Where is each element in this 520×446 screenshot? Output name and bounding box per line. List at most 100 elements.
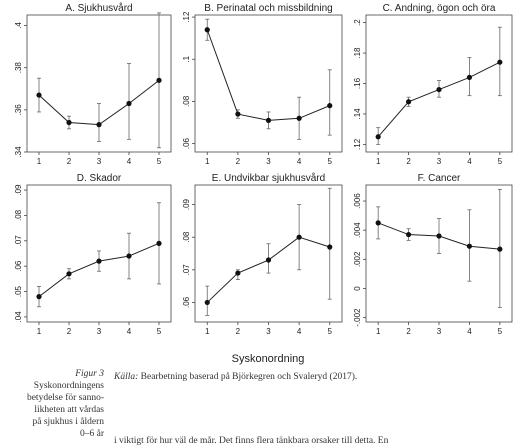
y-tick-label: .08 bbox=[182, 231, 191, 243]
data-point bbox=[296, 234, 302, 240]
y-tick-label: .08 bbox=[182, 95, 191, 107]
data-point bbox=[375, 134, 381, 140]
y-tick-label: 0 bbox=[353, 286, 362, 291]
small-multiples-figure: A. Sjukhusvård.34.36.38.41 2 3 4 5B. Perinat… bbox=[14, 2, 513, 365]
x-tick-label: 2 bbox=[406, 157, 411, 166]
panel-title: F. Cancer bbox=[418, 173, 461, 184]
data-point bbox=[156, 77, 162, 83]
data-point bbox=[66, 119, 72, 126]
x-tick-label: 5 bbox=[157, 327, 162, 336]
data-point bbox=[327, 244, 333, 250]
x-tick-label: 5 bbox=[498, 157, 503, 166]
y-tick-label: .14 bbox=[353, 108, 362, 120]
y-tick-label: .004 bbox=[353, 222, 362, 238]
panel-title: C. Andning, ögon och öra bbox=[383, 3, 496, 14]
x-tick-label: 3 bbox=[437, 327, 442, 336]
x-tick-label: 2 bbox=[236, 157, 241, 166]
chart-panel-5: E. Undvikbar sjukhusvård .06 .07 .08 .09 1 2 3 4… bbox=[182, 172, 343, 336]
data-point bbox=[375, 220, 381, 226]
y-tick-label: .12 bbox=[353, 138, 362, 150]
data-point bbox=[405, 231, 412, 238]
x-tick-label: 4 bbox=[297, 327, 302, 336]
panel-title: D. Skador bbox=[77, 173, 122, 184]
x-tick-label: 5 bbox=[498, 327, 503, 336]
y-tick-label: .04 bbox=[14, 311, 23, 323]
panel-title: E. Undvikbar sjukhusvård bbox=[212, 172, 325, 184]
y-tick-label: .06 bbox=[182, 137, 191, 149]
x-tick-label: 3 bbox=[266, 327, 271, 336]
y-tick-label: .1 bbox=[182, 55, 191, 62]
x-tick-label: 4 bbox=[127, 157, 132, 166]
x-tick-label: 2 bbox=[236, 327, 241, 336]
x-tick-label: 1 bbox=[205, 157, 210, 166]
data-point bbox=[265, 117, 272, 123]
x-tick-label: 3 bbox=[97, 157, 102, 166]
data-point bbox=[436, 86, 442, 93]
data-point bbox=[126, 253, 132, 259]
data-point bbox=[204, 299, 210, 306]
y-tick-label: .05 bbox=[14, 285, 23, 297]
data-point bbox=[66, 271, 72, 277]
data-point bbox=[235, 111, 241, 117]
y-tick-label: .09 bbox=[14, 184, 23, 196]
x-tick-label: 1 bbox=[37, 327, 42, 336]
chart-panel-2: B. Perinatal och missbildning .06 .08 .1 .12… bbox=[182, 3, 343, 166]
y-tick-label: -.002 bbox=[353, 308, 362, 327]
data-point bbox=[96, 258, 102, 264]
data-point bbox=[436, 233, 442, 239]
y-tick-label: .12 bbox=[182, 11, 191, 23]
x-tick-label: 4 bbox=[297, 157, 302, 166]
y-tick-label: .06 bbox=[182, 296, 191, 308]
series-line bbox=[377, 61, 501, 138]
data-point bbox=[156, 240, 162, 246]
data-point bbox=[296, 115, 302, 121]
y-tick-label: .08 bbox=[14, 209, 23, 221]
chart-panel-6: F. Cancer -.002 0 .002 .004 .006 1 2 3 4 5 bbox=[353, 173, 513, 336]
data-point bbox=[466, 74, 473, 81]
data-point bbox=[265, 257, 272, 263]
x-tick-label: 5 bbox=[328, 327, 333, 336]
y-tick-label: .07 bbox=[14, 235, 23, 247]
y-tick-label: .16 bbox=[353, 77, 362, 89]
chart-panel-4: D. Skador .04 .05 .06 .07 .08 .09 1 2 3 4 5 bbox=[14, 173, 172, 336]
panel-title: A. Sjukhusvård bbox=[65, 2, 132, 14]
x-tick-label: 4 bbox=[127, 327, 132, 336]
data-point bbox=[405, 99, 412, 105]
y-tick-label: .006 bbox=[353, 193, 362, 209]
x-tick-label: 1 bbox=[376, 157, 381, 166]
y-tick-label: .34 bbox=[14, 146, 23, 158]
data-point bbox=[36, 92, 42, 98]
source-note: Källa: Bearbetning baserad på Björkegren… bbox=[114, 372, 357, 382]
data-point bbox=[235, 270, 241, 276]
y-tick-label: .09 bbox=[182, 198, 191, 210]
y-tick-label: .18 bbox=[353, 47, 362, 59]
caption-line: på sjukhus i åldern bbox=[32, 417, 104, 427]
y-tick-label: .2 bbox=[353, 19, 362, 26]
x-tick-label: 4 bbox=[467, 157, 472, 166]
caption-line: Syskonordningens bbox=[33, 381, 104, 391]
x-tick-label: 2 bbox=[67, 327, 72, 336]
x-tick-label: 2 bbox=[67, 157, 72, 166]
caption-line: betydelse för sanno- bbox=[26, 393, 104, 403]
chart-panel-1: A. Sjukhusvård .34 .36 .38 .4 1 2 3 4 5 bbox=[14, 2, 172, 166]
x-tick-label: 1 bbox=[205, 327, 210, 336]
x-tick-label: 3 bbox=[437, 157, 442, 166]
y-tick-label: .07 bbox=[182, 264, 191, 276]
data-point bbox=[327, 103, 333, 109]
y-tick-label: .4 bbox=[14, 22, 23, 29]
data-point bbox=[36, 294, 42, 300]
x-axis-label: Syskonordning bbox=[232, 353, 305, 365]
x-tick-label: 1 bbox=[37, 157, 42, 166]
x-tick-label: 1 bbox=[376, 327, 381, 336]
x-tick-label: 3 bbox=[97, 327, 102, 336]
source-label: Källa: bbox=[114, 372, 139, 382]
panel-title: B. Perinatal och missbildning bbox=[204, 3, 332, 14]
y-tick-label: .002 bbox=[353, 251, 362, 267]
caption-line: 0–6 år bbox=[79, 429, 104, 439]
data-point bbox=[466, 243, 473, 249]
data-point bbox=[126, 100, 132, 107]
plot-frame bbox=[194, 14, 343, 153]
data-point bbox=[96, 122, 102, 128]
y-tick-label: .38 bbox=[14, 62, 23, 74]
x-tick-label: 5 bbox=[157, 157, 162, 166]
